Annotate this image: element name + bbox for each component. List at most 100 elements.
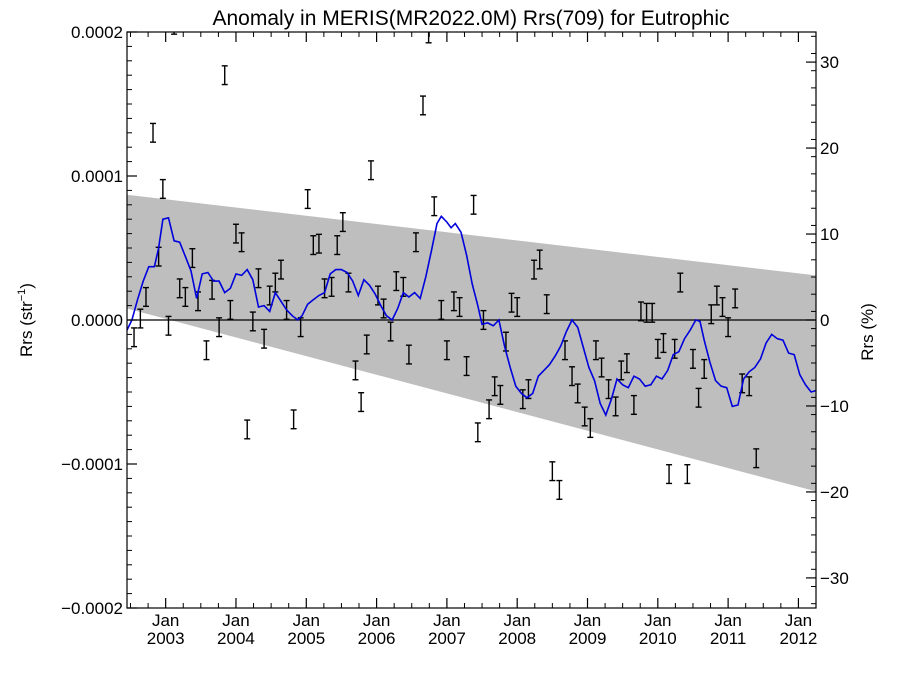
data-point: [654, 338, 661, 359]
data-point: [363, 334, 370, 355]
data-point: [470, 194, 477, 215]
data-point: [581, 406, 588, 427]
x-tick-month-label: Jan: [152, 611, 179, 630]
data-point: [525, 379, 532, 400]
x-tick-month-label: Jan: [363, 611, 390, 630]
y-axis-left-label-suffix: ): [17, 283, 36, 289]
data-point: [450, 291, 457, 312]
data-point: [352, 360, 359, 381]
data-point: [637, 301, 644, 322]
data-point: [315, 233, 322, 254]
data-point: [221, 65, 228, 86]
data-point: [425, 32, 432, 44]
data-point: [508, 292, 515, 313]
data-point: [713, 285, 720, 306]
data-point: [277, 259, 284, 280]
data-point: [387, 321, 394, 342]
data-point: [491, 376, 498, 397]
y-left-tick-label: 0.0000: [71, 311, 123, 330]
data-point: [137, 308, 144, 329]
data-point: [725, 317, 732, 338]
data-point: [176, 278, 183, 299]
x-tick-month-label: Jan: [714, 611, 741, 630]
data-point: [261, 328, 268, 349]
data-point: [480, 309, 487, 331]
x-tick-month-label: Jan: [785, 611, 812, 630]
x-tick-year-label: 2003: [147, 629, 185, 648]
data-point: [304, 188, 311, 210]
data-point: [393, 271, 400, 292]
data-point: [569, 366, 576, 387]
data-point: [719, 296, 726, 318]
data-point: [660, 332, 667, 354]
data-point: [732, 288, 739, 309]
data-point: [666, 464, 673, 485]
data-point: [677, 272, 684, 293]
x-tick-year-label: 2010: [639, 629, 677, 648]
data-point: [380, 298, 387, 319]
data-point: [549, 461, 556, 482]
data-point: [474, 422, 481, 443]
data-point: [438, 299, 445, 320]
data-point: [321, 278, 328, 299]
x-tick-year-label: 2006: [358, 629, 396, 648]
y-right-tick-label: −20: [820, 483, 849, 502]
x-tick-month-label: Jan: [644, 611, 671, 630]
data-point: [456, 296, 463, 318]
data-point: [431, 196, 438, 217]
data-point: [649, 302, 656, 323]
data-point: [290, 409, 297, 430]
data-point: [592, 340, 599, 361]
trend-band-layer: [127, 194, 816, 492]
running-mean-layer: [127, 214, 816, 418]
data-point: [367, 160, 374, 181]
data-point: [203, 340, 210, 361]
data-point: [334, 235, 341, 256]
data-point: [244, 419, 251, 440]
data-point: [630, 394, 637, 416]
chart-title: Anomaly in MERIS(MR2022.0M) Rrs(709) for…: [212, 7, 729, 30]
data-point: [519, 389, 526, 410]
data-point: [142, 286, 149, 308]
data-point: [623, 353, 630, 374]
data-point: [405, 344, 412, 365]
data-point: [150, 122, 157, 143]
data-point: [587, 417, 594, 439]
y-right-tick-label: 10: [820, 225, 839, 244]
data-point: [556, 479, 563, 500]
data-point: [643, 302, 650, 323]
data-point: [463, 356, 470, 377]
y-axis-left-label-superscript: −1: [16, 289, 28, 302]
data-point: [159, 178, 166, 200]
data-point: [514, 296, 521, 318]
data-point: [531, 259, 538, 280]
data-point: [358, 392, 365, 413]
data-point: [543, 294, 550, 315]
data-point: [695, 387, 702, 408]
x-tick-month-label: Jan: [574, 611, 601, 630]
y-right-tick-label: −30: [820, 569, 849, 588]
x-tick-year-label: 2007: [428, 629, 466, 648]
data-point: [684, 464, 691, 485]
y-right-tick-label: 20: [820, 139, 839, 158]
y-left-tick-label: 0.0002: [71, 23, 123, 42]
y-right-tick-label: 30: [820, 53, 839, 72]
y-left-tick-label: 0.0001: [71, 167, 123, 186]
data-point: [536, 249, 543, 270]
data-point: [419, 95, 426, 116]
y-right-tick-label: 0: [820, 311, 829, 330]
x-tick-month-label: Jan: [222, 611, 249, 630]
data-points-layer: [131, 32, 760, 500]
trend-band: [127, 194, 816, 492]
data-point: [574, 383, 581, 404]
y-left-tick-label: −0.0002: [61, 599, 123, 618]
data-point: [486, 399, 493, 420]
data-point: [598, 357, 605, 378]
data-point: [227, 299, 234, 320]
y-axis-right-label: Rrs (%): [858, 303, 877, 361]
y-axis-left-label-text: Rrs (str: [17, 301, 36, 357]
data-point: [753, 448, 760, 469]
data-point: [612, 396, 619, 417]
